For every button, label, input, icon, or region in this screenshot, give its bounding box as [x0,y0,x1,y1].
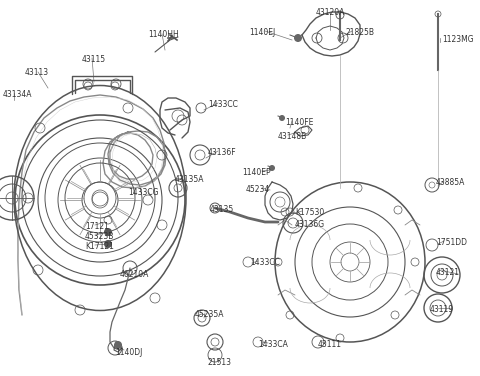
Text: K17530: K17530 [295,208,324,217]
Text: 43148B: 43148B [278,132,307,141]
Text: 1123MG: 1123MG [442,35,474,44]
Text: 43121: 43121 [436,268,460,277]
Text: 43120A: 43120A [315,8,345,17]
Text: 43113: 43113 [25,68,49,77]
Text: 1140EP: 1140EP [242,168,271,177]
Circle shape [279,115,285,121]
Text: 45235A: 45235A [195,310,225,319]
Text: 1140EJ: 1140EJ [249,28,275,37]
Text: 43136F: 43136F [208,148,237,157]
Circle shape [269,165,275,171]
Text: 21513: 21513 [208,358,232,367]
Text: 43134A: 43134A [3,90,33,99]
Text: 1751DD: 1751DD [436,238,467,247]
Text: 43135: 43135 [210,205,234,214]
Text: 45234: 45234 [246,185,270,194]
Text: 43136G: 43136G [295,220,325,229]
Text: 1140FE: 1140FE [285,118,313,127]
Text: 43119: 43119 [430,305,454,314]
Circle shape [104,240,112,248]
Text: 46210A: 46210A [120,270,149,279]
Text: 1433CA: 1433CA [258,340,288,349]
Text: K17121: K17121 [85,242,114,251]
Circle shape [104,228,112,236]
Circle shape [114,341,122,349]
Text: 43135A: 43135A [175,175,204,184]
Text: 1140HH: 1140HH [148,30,179,39]
Text: 43885A: 43885A [436,178,466,187]
Text: 21825B: 21825B [345,28,374,37]
Text: 43115: 43115 [82,55,106,64]
Text: 17121: 17121 [85,222,109,231]
Text: 43111: 43111 [318,340,342,349]
Text: 1433CC: 1433CC [250,258,280,267]
Text: 1433CC: 1433CC [208,100,238,109]
Circle shape [294,34,302,42]
Text: 45323B: 45323B [85,232,114,241]
Text: 1140DJ: 1140DJ [115,348,143,357]
Text: 1433CG: 1433CG [128,188,158,197]
